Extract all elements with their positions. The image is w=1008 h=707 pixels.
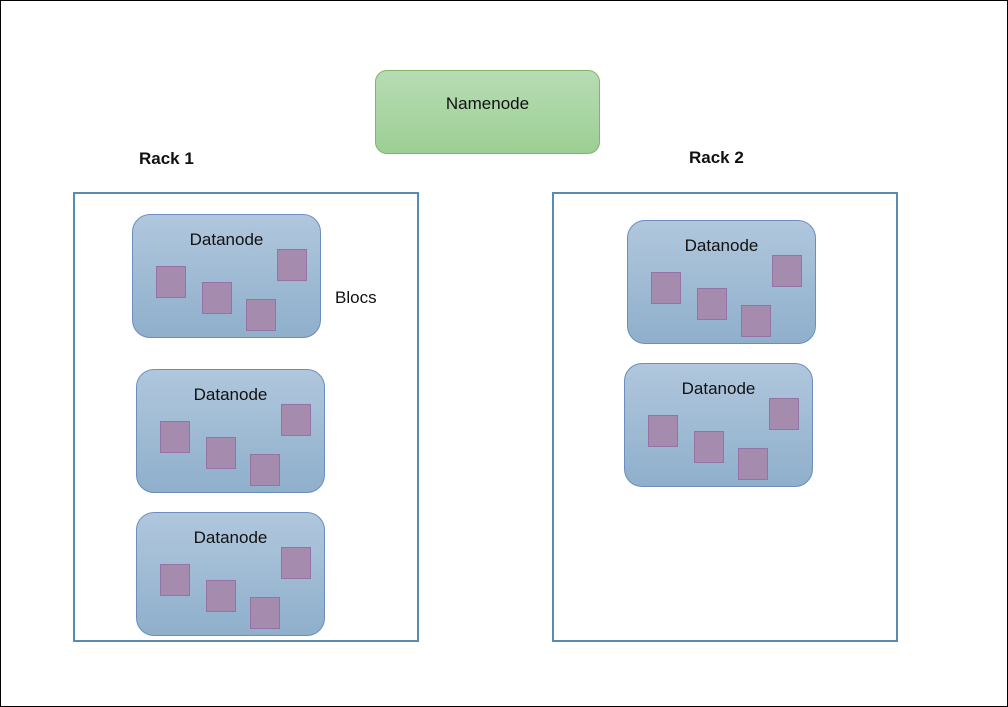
data-block <box>156 266 186 298</box>
data-block <box>281 547 311 579</box>
rack-2-datanode-1: Datanode <box>627 220 816 344</box>
rack-2-datanode-2: Datanode <box>624 363 813 487</box>
data-block <box>160 421 190 453</box>
datanode-label: Datanode <box>681 379 756 398</box>
data-block <box>206 437 236 469</box>
data-block <box>769 398 799 430</box>
data-block <box>246 299 276 331</box>
data-block <box>741 305 771 337</box>
data-block <box>206 580 236 612</box>
datanode-label: Datanode <box>684 236 759 255</box>
rack-1-datanode-2: Datanode <box>136 369 325 493</box>
data-block <box>738 448 768 480</box>
namenode-label: Namenode <box>445 94 530 113</box>
datanode-label: Datanode <box>193 385 268 404</box>
data-block <box>160 564 190 596</box>
data-block <box>250 454 280 486</box>
rack-2-label: Rack 2 <box>689 148 744 167</box>
data-block <box>772 255 802 287</box>
namenode-box: Namenode <box>375 70 600 154</box>
data-block <box>697 288 727 320</box>
rack-1-label: Rack 1 <box>139 149 194 168</box>
datanode-label: Datanode <box>189 230 264 249</box>
data-block <box>648 415 678 447</box>
data-block <box>651 272 681 304</box>
data-block <box>277 249 307 281</box>
data-block <box>281 404 311 436</box>
data-block <box>202 282 232 314</box>
rack-1-datanode-3: Datanode <box>136 512 325 636</box>
rack-1-datanode-1: Datanode <box>132 214 321 338</box>
blocs-label: Blocs <box>335 288 377 307</box>
datanode-label: Datanode <box>193 528 268 547</box>
data-block <box>250 597 280 629</box>
data-block <box>694 431 724 463</box>
